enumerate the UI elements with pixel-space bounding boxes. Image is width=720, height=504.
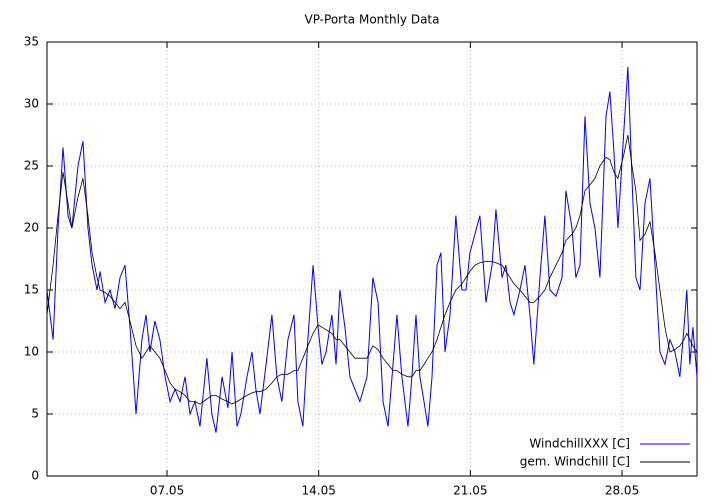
data-line — [46, 134, 698, 405]
y-tick-label: 25 — [24, 159, 39, 173]
data-line — [46, 66, 698, 433]
x-tick-label: 07.05 — [150, 484, 184, 498]
x-tick-label: 21.05 — [453, 484, 487, 498]
legend-label: WindchillXXX [C] — [529, 437, 630, 451]
y-tick-label: 5 — [31, 407, 39, 421]
y-tick-label: 35 — [24, 35, 39, 49]
y-tick-label: 10 — [24, 345, 39, 359]
x-tick-label: 14.05 — [302, 484, 336, 498]
y-tick-label: 30 — [24, 97, 39, 111]
y-tick-label: 20 — [24, 221, 39, 235]
chart-title: VP-Porta Monthly Data — [305, 13, 440, 27]
plot-frame — [46, 41, 698, 477]
y-tick-label: 15 — [24, 283, 39, 297]
x-tick-label: 28.05 — [605, 484, 639, 498]
y-tick-label: 0 — [31, 469, 39, 483]
legend-label: gem. Windchill [C] — [520, 455, 630, 469]
